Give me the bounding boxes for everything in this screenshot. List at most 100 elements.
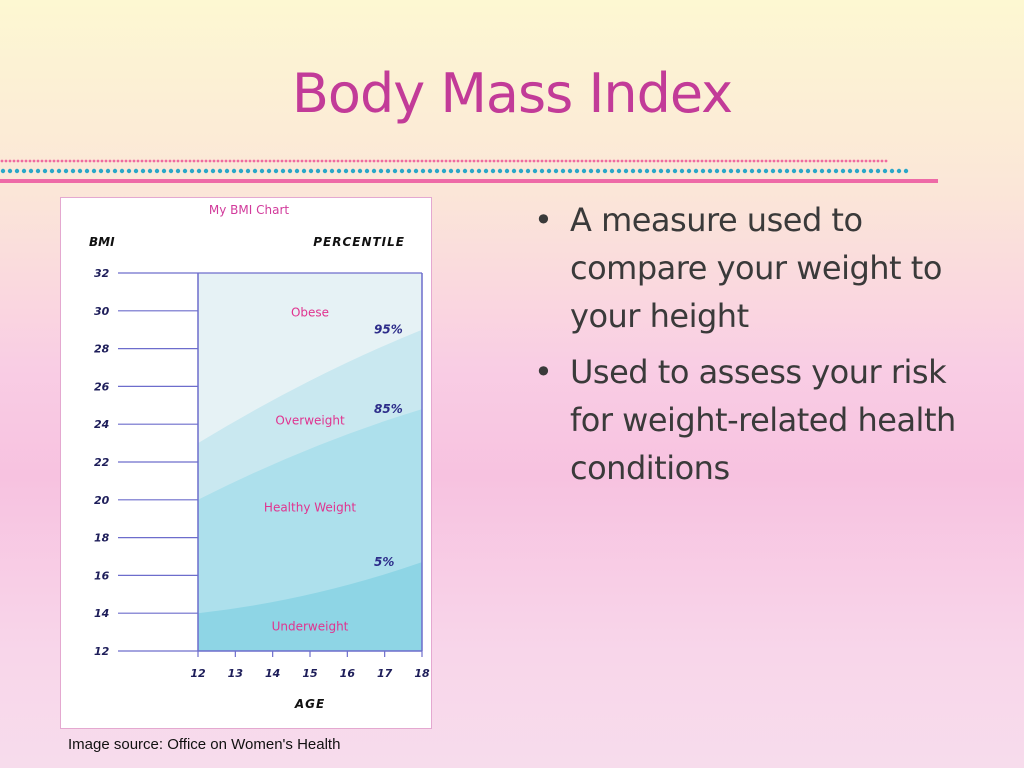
divider-dot [324,159,328,163]
slide-title: Body Mass Index [291,62,733,125]
divider-dot [668,159,672,163]
divider-dot [504,159,508,163]
divider-dot [532,168,538,174]
divider-dot [217,168,223,174]
bullet-item: • A measure used to compare your weight … [530,196,960,340]
divider-dot [424,159,428,163]
divider-dot [716,159,720,163]
divider-dot [880,159,884,163]
divider-dot [332,159,336,163]
axes-layer [118,272,423,657]
divider-dot [658,168,664,174]
divider-dot [768,159,772,163]
divider-dot [708,159,712,163]
divider-dot [574,168,580,174]
divider-dot [791,168,797,174]
divider-dot [63,168,69,174]
divider-dot [776,159,780,163]
divider-dot [820,159,824,163]
divider-dot [816,159,820,163]
divider-dot [512,159,516,163]
divider-dot [240,159,244,163]
divider-dot [856,159,860,163]
divider-dot [238,168,244,174]
y-tick-label: 16 [94,569,110,582]
divider-dot [742,168,748,174]
divider-dot [420,159,424,163]
divider-dot [192,159,196,163]
divider-dot [148,159,152,163]
divider-dot [256,159,260,163]
divider-dot [852,159,856,163]
divider-dot [540,159,544,163]
divider-dot [413,168,419,174]
divider-dot [440,159,444,163]
divider-dot [700,168,706,174]
divider-dot [231,168,237,174]
divider-dot [444,159,448,163]
divider-dot [14,168,20,174]
divider-dot [756,159,760,163]
divider-dot [434,168,440,174]
divider-dot [336,168,342,174]
divider-dot [784,159,788,163]
divider-dot [616,159,620,163]
divider-dot [665,168,671,174]
divider-dot [693,168,699,174]
y-tick-label: 20 [94,494,110,507]
divider-dot [160,159,164,163]
labels-layer: 12 14 16 18 20 22 24 26 28 30 32 12 13 14 15 16 17 18 My B… [89,203,430,711]
divider-dot [520,159,524,163]
divider-dot [525,168,531,174]
divider-dot [492,159,496,163]
divider-dot [168,168,174,174]
divider-dot [868,159,872,163]
divider-dot [595,168,601,174]
divider-dot [7,168,13,174]
divider-dot [188,159,192,163]
divider-dot [72,159,76,163]
divider-dot [352,159,356,163]
divider-dot [804,159,808,163]
divider-dot [652,159,656,163]
divider-dot [864,159,868,163]
divider-dot [588,159,592,163]
divider-dot [604,159,608,163]
divider-dot [539,168,545,174]
divider-dot [301,168,307,174]
divider-dot [441,168,447,174]
divider-dot [436,159,440,163]
divider-dot [679,168,685,174]
divider-dot [664,159,668,163]
divider-dot [736,159,740,163]
divider-dot [280,168,286,174]
divider-dot [724,159,728,163]
divider-dot [216,159,220,163]
divider-dot [252,159,256,163]
divider-dot [861,168,867,174]
region-label: Obese [291,306,329,320]
divider-dot [248,159,252,163]
divider-dot [640,159,644,163]
divider-dot [300,159,304,163]
percentile-label: 5% [374,555,394,569]
divider-dot [800,159,804,163]
divider-dot [796,159,800,163]
divider-dot [276,159,280,163]
divider-dot [120,159,124,163]
divider-dot [532,159,536,163]
divider-dot [260,159,264,163]
divider-dot [903,168,909,174]
divider-dot [245,168,251,174]
divider-dot [490,168,496,174]
divider-dot [592,159,596,163]
region-label: Underweight [272,619,349,633]
percentile-label: 85% [374,402,403,416]
divider-dot [292,159,296,163]
divider-dot [42,168,48,174]
divider-dot [427,168,433,174]
divider-dot [832,159,836,163]
divider-dot [112,168,118,174]
divider-dot [372,159,376,163]
divider-dot [612,159,616,163]
